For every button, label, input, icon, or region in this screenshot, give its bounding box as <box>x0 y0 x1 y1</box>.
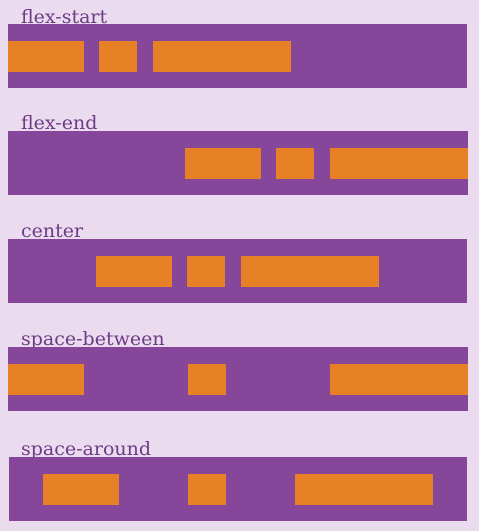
flex-item <box>8 40 84 72</box>
demo-label: flex-end <box>21 112 98 134</box>
flex-container <box>8 347 468 411</box>
flex-container <box>8 239 467 303</box>
demo-label: center <box>21 220 84 242</box>
flex-item <box>96 255 172 287</box>
flex-item <box>187 255 225 287</box>
demo-label: space-between <box>21 328 165 350</box>
flex-container <box>8 131 468 195</box>
flex-item <box>187 473 226 505</box>
flex-item <box>153 40 291 72</box>
flex-item <box>276 147 314 179</box>
flex-item <box>99 40 137 72</box>
flex-item <box>330 363 468 395</box>
flex-item <box>330 147 468 179</box>
flex-item <box>241 255 379 287</box>
flex-item <box>185 147 261 179</box>
flex-item <box>188 363 226 395</box>
flex-item <box>294 473 433 505</box>
flex-container <box>9 457 467 521</box>
flex-container <box>8 24 467 88</box>
demo-label: flex-start <box>21 6 108 28</box>
flex-item <box>43 473 120 505</box>
demo-label: space-around <box>21 438 152 460</box>
flex-item <box>8 363 84 395</box>
